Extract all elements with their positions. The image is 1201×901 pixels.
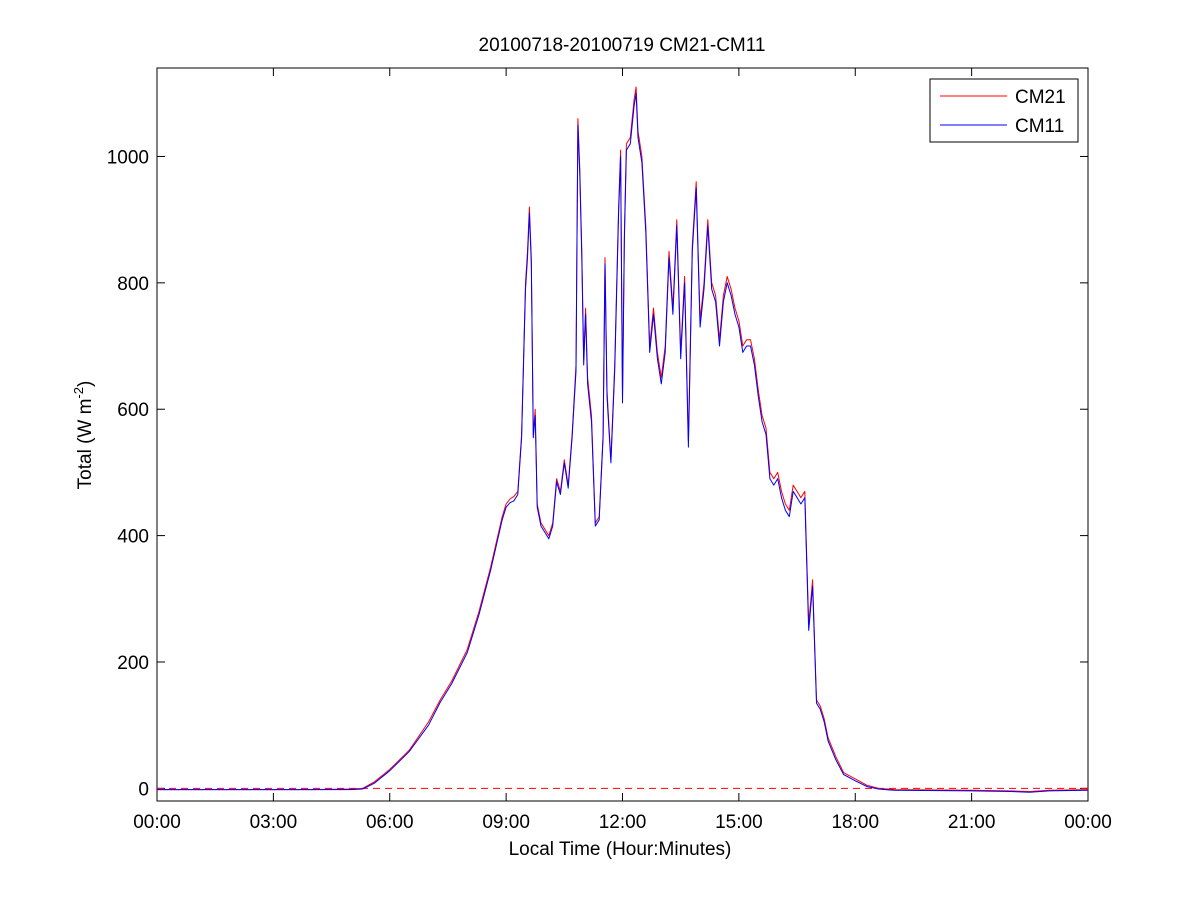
y-tick-label: 0	[138, 779, 149, 800]
y-axis-label-superscript: -2	[71, 387, 86, 399]
y-axis-label-close: )	[75, 381, 96, 387]
x-tick-label: 09:00	[482, 812, 530, 833]
y-tick-label: 400	[117, 527, 149, 548]
x-tick-label: 18:00	[831, 812, 879, 833]
y-tick-label: 800	[117, 274, 149, 295]
y-axis-label: Total (W m-2)	[71, 381, 96, 490]
x-tick-label: 15:00	[715, 812, 763, 833]
y-axis-label-main: Total (W m	[75, 399, 96, 490]
x-tick-label: 21:00	[948, 812, 996, 833]
legend: CM21 CM11	[929, 78, 1079, 143]
legend-label-cm11: CM11	[1015, 116, 1064, 137]
x-axis-label: Local Time (Hour:Minutes)	[509, 839, 732, 860]
plot-area	[156, 67, 1089, 802]
x-tick-label: 12:00	[599, 812, 647, 833]
x-tick-label: 00:00	[133, 812, 181, 833]
y-tick-label: 200	[117, 653, 149, 674]
chart-title: 20100718-20100719 CM21-CM11	[479, 35, 766, 56]
series-layer	[157, 86, 1089, 793]
series-line-cm11	[157, 92, 1089, 793]
x-tick-label: 00:00	[1064, 812, 1112, 833]
x-tick-label: 06:00	[366, 812, 414, 833]
axis-tick-labels: 00:00 03:00 06:00 09:00 12:00 15:00 18:00 21:00…	[107, 147, 1112, 833]
legend-label-cm21: CM21	[1015, 87, 1066, 108]
x-tick-label: 03:00	[250, 812, 298, 833]
y-tick-label: 600	[117, 400, 149, 421]
y-tick-label: 1000	[107, 147, 149, 168]
legend-box	[929, 78, 1079, 143]
